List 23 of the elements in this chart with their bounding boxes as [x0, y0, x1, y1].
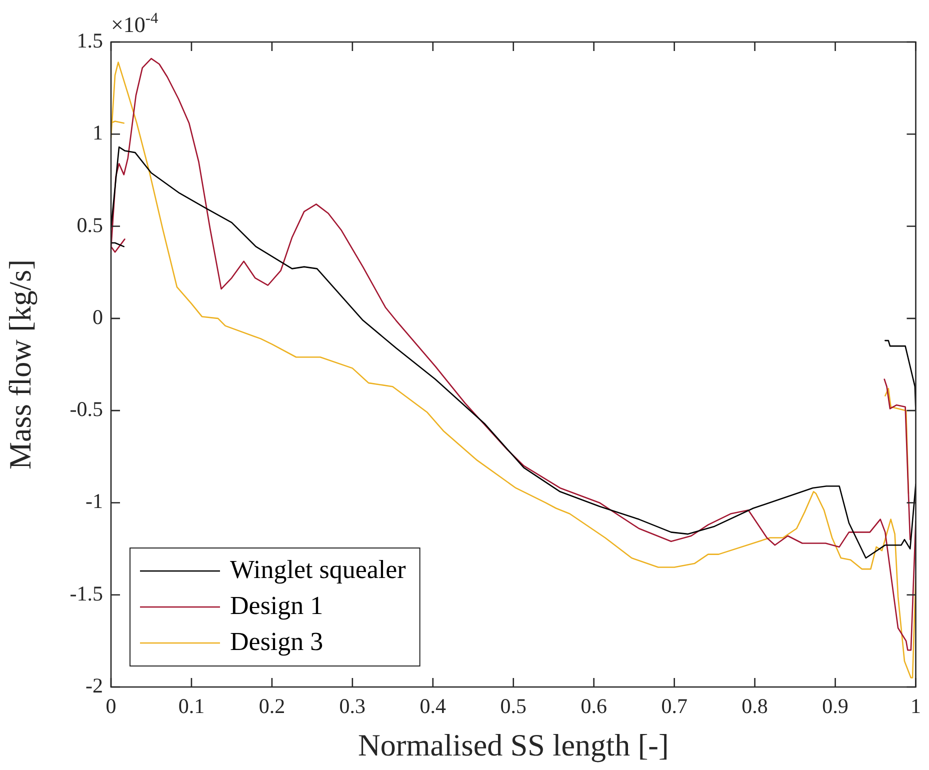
x-tick-label: 0.2 — [258, 694, 286, 718]
x-tick-label: 0.6 — [580, 694, 607, 718]
x-tick-label: 0.9 — [822, 694, 848, 718]
legend-label: Design 1 — [230, 590, 324, 620]
y-tick-label: -2 — [86, 674, 103, 698]
y-tick-label: -1.5 — [70, 581, 103, 606]
x-tick-label: 0.1 — [178, 694, 205, 718]
x-tick-label: 0.3 — [339, 694, 366, 718]
y-tick-label: -1 — [86, 489, 103, 514]
legend-label: Design 3 — [230, 626, 324, 656]
x-tick-label: 0.5 — [500, 694, 526, 718]
y-axis-title: Mass flow [kg/s] — [2, 259, 38, 470]
x-axis-title: Normalised SS length [-] — [358, 728, 669, 763]
y-tick-label: 1 — [92, 120, 103, 145]
x-tick-label: 1 — [910, 694, 921, 718]
y-tick-label: 0.5 — [76, 212, 103, 237]
x-tick-label: 0.7 — [661, 694, 688, 718]
x-tick-label: 0.4 — [420, 694, 447, 718]
y-tick-label: -0.5 — [70, 397, 103, 422]
legend-label: Winglet squealer — [230, 554, 406, 584]
y-tick-label: 1.5 — [76, 28, 103, 53]
x-tick-label: 0.8 — [742, 694, 768, 718]
y-tick-label: 0 — [92, 304, 103, 329]
